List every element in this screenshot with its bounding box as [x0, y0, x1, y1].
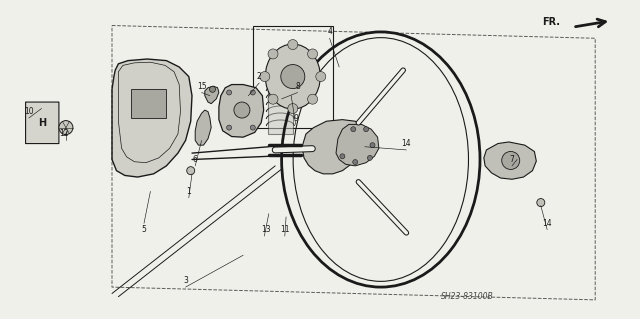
- Circle shape: [308, 49, 317, 59]
- Text: 4: 4: [327, 27, 332, 36]
- Bar: [268, 86, 293, 134]
- Circle shape: [281, 64, 305, 89]
- Circle shape: [268, 49, 278, 59]
- Circle shape: [268, 94, 278, 104]
- Text: 8: 8: [295, 82, 300, 91]
- Text: 15: 15: [196, 82, 207, 91]
- Circle shape: [288, 40, 298, 49]
- Bar: [253, 26, 333, 128]
- Polygon shape: [195, 110, 211, 145]
- Circle shape: [308, 94, 317, 104]
- Circle shape: [502, 152, 520, 169]
- Text: 5: 5: [141, 225, 147, 234]
- Text: FR.: FR.: [542, 17, 560, 27]
- Polygon shape: [336, 124, 379, 166]
- Text: 14: 14: [401, 139, 412, 148]
- Circle shape: [351, 127, 356, 132]
- Polygon shape: [484, 142, 536, 179]
- Circle shape: [340, 154, 345, 159]
- Polygon shape: [219, 85, 264, 137]
- Text: 10: 10: [24, 107, 34, 116]
- Circle shape: [537, 198, 545, 207]
- Circle shape: [364, 127, 369, 132]
- Circle shape: [250, 90, 255, 95]
- Text: 1: 1: [186, 187, 191, 196]
- Circle shape: [59, 121, 73, 135]
- Text: 7: 7: [509, 155, 515, 164]
- Circle shape: [187, 167, 195, 175]
- Circle shape: [227, 125, 232, 130]
- Circle shape: [209, 86, 216, 92]
- Circle shape: [370, 143, 375, 148]
- Text: 3: 3: [183, 276, 188, 285]
- FancyBboxPatch shape: [26, 102, 59, 144]
- Text: 14: 14: [542, 219, 552, 228]
- Circle shape: [234, 102, 250, 118]
- Circle shape: [227, 90, 232, 95]
- Ellipse shape: [266, 44, 320, 109]
- Text: SH23-83100B: SH23-83100B: [441, 292, 493, 301]
- Text: 2: 2: [257, 72, 262, 81]
- Bar: [131, 89, 166, 118]
- Circle shape: [260, 71, 270, 82]
- Circle shape: [250, 125, 255, 130]
- Polygon shape: [302, 120, 368, 174]
- Text: H: H: [38, 118, 46, 128]
- Text: 13: 13: [260, 225, 271, 234]
- Text: 12: 12: [60, 130, 68, 138]
- Polygon shape: [205, 86, 219, 104]
- Circle shape: [288, 104, 298, 114]
- Circle shape: [353, 160, 358, 165]
- Text: 6: 6: [193, 155, 198, 164]
- Circle shape: [316, 71, 326, 82]
- Text: 11: 11: [280, 225, 289, 234]
- Text: 9: 9: [293, 114, 298, 122]
- Circle shape: [367, 155, 372, 160]
- Polygon shape: [112, 59, 192, 177]
